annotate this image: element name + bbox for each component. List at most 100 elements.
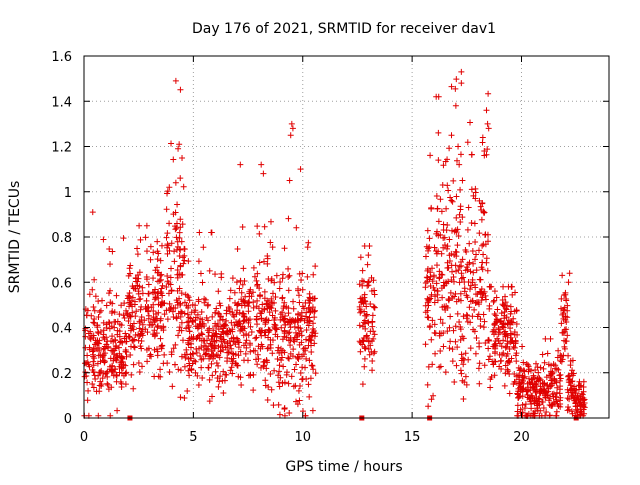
data-point — [469, 248, 476, 255]
data-point — [442, 369, 449, 376]
data-point — [295, 351, 302, 358]
data-point — [519, 372, 526, 379]
data-point — [448, 197, 455, 204]
data-point — [455, 232, 462, 239]
data-point — [310, 326, 317, 333]
data-point — [250, 299, 257, 306]
data-point — [440, 234, 447, 241]
data-point — [110, 357, 117, 364]
data-point — [566, 396, 573, 403]
data-point — [460, 396, 467, 403]
data-point — [128, 325, 135, 332]
data-point — [194, 334, 201, 341]
data-point — [446, 145, 453, 152]
data-point — [507, 310, 514, 317]
data-point — [363, 311, 370, 318]
data-point — [186, 297, 193, 304]
data-point — [362, 345, 369, 352]
data-point — [456, 263, 463, 270]
data-point — [484, 146, 491, 153]
data-point — [291, 366, 298, 373]
data-point — [370, 277, 377, 284]
data-point — [475, 311, 482, 318]
data-point — [199, 374, 206, 381]
data-point — [514, 390, 521, 397]
data-point — [150, 249, 157, 256]
data-point — [308, 348, 315, 355]
data-point — [577, 406, 584, 413]
data-point — [285, 274, 292, 281]
data-point — [149, 289, 156, 296]
data-point — [498, 343, 505, 350]
data-point — [530, 384, 537, 391]
data-point — [184, 319, 191, 326]
data-point — [310, 320, 317, 327]
data-point — [306, 294, 313, 301]
data-point — [127, 270, 134, 277]
data-point — [436, 274, 443, 281]
data-point — [138, 345, 145, 352]
data-point — [298, 315, 305, 322]
data-point — [295, 387, 302, 394]
data-point — [442, 307, 449, 314]
data-point — [519, 393, 526, 400]
data-point — [261, 288, 268, 295]
data-point — [104, 368, 111, 375]
data-point — [276, 368, 283, 375]
data-point — [163, 234, 170, 241]
data-point — [432, 350, 439, 357]
data-point — [516, 376, 523, 383]
data-point — [469, 313, 476, 320]
data-point — [506, 371, 513, 378]
data-point — [215, 288, 222, 295]
data-point — [243, 331, 250, 338]
x-tick-label: 10 — [294, 430, 311, 445]
data-point — [519, 343, 526, 350]
data-point — [210, 327, 217, 334]
data-point — [537, 407, 544, 414]
data-point — [147, 256, 154, 263]
data-point — [114, 354, 121, 361]
data-point — [173, 234, 180, 241]
data-point — [547, 335, 554, 342]
data-point — [507, 325, 514, 332]
data-point — [221, 338, 228, 345]
data-point — [120, 312, 127, 319]
data-point — [82, 369, 89, 376]
data-point — [453, 214, 460, 221]
data-point — [250, 347, 257, 354]
data-point — [285, 265, 292, 272]
data-point — [428, 291, 435, 298]
data-point — [470, 326, 477, 333]
data-point — [513, 320, 520, 327]
data-point — [198, 364, 205, 371]
data-point — [177, 367, 184, 374]
data-point — [440, 343, 447, 350]
data-point — [476, 380, 483, 387]
data-point — [480, 208, 487, 215]
data-point — [136, 296, 143, 303]
data-point — [242, 350, 249, 357]
data-point — [452, 85, 459, 92]
data-point — [279, 336, 286, 343]
data-point — [269, 290, 276, 297]
data-point — [129, 309, 136, 316]
data-point — [171, 361, 178, 368]
data-point — [218, 335, 225, 342]
data-point — [512, 352, 519, 359]
data-point — [458, 80, 465, 87]
data-point — [439, 181, 446, 188]
data-point — [574, 402, 581, 409]
data-point — [245, 308, 252, 315]
data-point — [528, 400, 535, 407]
data-point — [85, 330, 92, 337]
data-point — [306, 357, 313, 364]
data-point — [460, 361, 467, 368]
data-point — [503, 343, 510, 350]
data-point — [206, 325, 213, 332]
data-point — [367, 301, 374, 308]
data-point — [216, 317, 223, 324]
data-point — [181, 363, 188, 370]
data-point — [490, 298, 497, 305]
data-point — [97, 351, 104, 358]
